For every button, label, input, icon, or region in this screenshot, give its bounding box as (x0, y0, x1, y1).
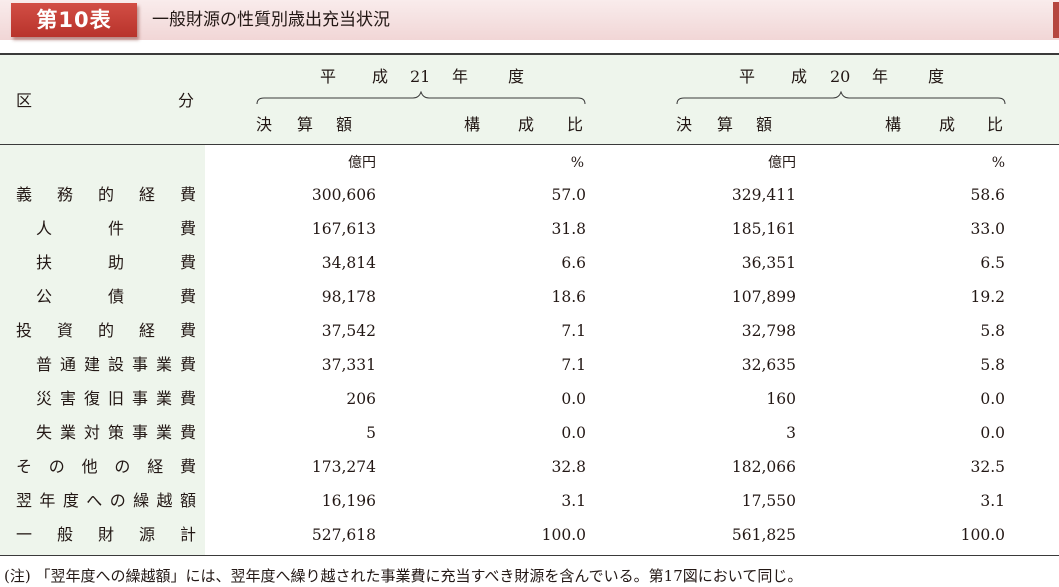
h21-amount-cell: 527,618 (311, 526, 376, 544)
table-number-tag: 第10表 (11, 3, 137, 37)
h21-amount-cell: 300,606 (311, 186, 376, 204)
h20-amount-label-3: 額 (756, 115, 773, 134)
h20-amount-cell: 32,635 (741, 356, 796, 374)
h20-amount-cell: 3 (786, 424, 796, 442)
table-top-rule (0, 53, 1059, 55)
h20-amount-cell: 36,351 (741, 254, 796, 272)
h20-ratio-cell: 0.0 (980, 390, 1005, 408)
h20-amount-cell: 17,550 (741, 492, 796, 510)
h21-label-2: 成 (372, 67, 389, 86)
row-label: 普通建設事業費 (36, 355, 196, 374)
h21-label-3: 21 (410, 67, 431, 86)
h20-label-2: 成 (791, 67, 808, 86)
h21-ratio-label-2: 成 (518, 115, 535, 134)
h21-ratio-cell: 0.0 (561, 390, 586, 408)
row-label: 人件費 (36, 219, 196, 238)
h20-amount-cell: 182,066 (731, 458, 796, 476)
h20-amount-cell: 107,899 (731, 288, 796, 306)
h20-ratio-label-1: 構 (885, 115, 902, 134)
stub-header-left: 区 (16, 91, 33, 110)
h20-ratio-cell: 5.8 (980, 356, 1005, 374)
h21-amount-cell: 167,613 (311, 220, 376, 238)
h20-amount-unit: 億円 (768, 155, 796, 171)
title-accent (1053, 2, 1059, 38)
table-stub-band (0, 145, 205, 556)
table-bottom-rule (0, 555, 1059, 556)
h21-ratio-cell: 7.1 (561, 322, 586, 340)
h20-label-1: 平 (739, 67, 756, 86)
h20-ratio-unit: % (991, 155, 1005, 171)
h20-ratio-cell: 0.0 (980, 424, 1005, 442)
h20-amount-label-1: 決 (676, 115, 693, 134)
h21-ratio-cell: 3.1 (561, 492, 586, 510)
h21-amount-cell: 5 (366, 424, 376, 442)
h20-label-3: 20 (830, 67, 851, 86)
h21-amount-cell: 206 (346, 390, 376, 408)
data-table: 区 分 平 成 21 年 度 決 算 額 構 成 比 平 成 20 年 度 決 … (0, 53, 1059, 556)
h21-amount-cell: 98,178 (321, 288, 376, 306)
h20-amount-cell: 561,825 (731, 526, 796, 544)
h21-brace (256, 91, 586, 105)
page-title: 一般財源の性質別歳出充当状況 (152, 10, 390, 30)
h20-ratio-cell: 19.2 (970, 288, 1005, 306)
stub-header-right: 分 (178, 91, 195, 110)
h20-amount-cell: 160 (766, 390, 796, 408)
row-label: 義務的経費 (16, 185, 196, 204)
h21-amount-label-1: 決 (256, 115, 273, 134)
h21-ratio-label-3: 比 (567, 115, 584, 134)
h20-ratio-cell: 100.0 (960, 526, 1005, 544)
h20-ratio-label-2: 成 (939, 115, 956, 134)
h21-label-4: 年 (452, 67, 469, 86)
h21-amount-cell: 173,274 (311, 458, 376, 476)
h20-amount-cell: 329,411 (731, 186, 796, 204)
h21-ratio-label-1: 構 (464, 115, 481, 134)
h21-ratio-cell: 18.6 (551, 288, 586, 306)
row-label: 扶助費 (36, 253, 196, 272)
row-label: 公債費 (36, 287, 196, 306)
h20-ratio-cell: 6.5 (980, 254, 1005, 272)
row-label: 災害復旧事業費 (36, 389, 196, 408)
row-label: 一般財源計 (16, 525, 196, 544)
h21-amount-cell: 37,542 (321, 322, 376, 340)
h20-ratio-cell: 32.5 (970, 458, 1005, 476)
h20-label-4: 年 (872, 67, 889, 86)
h20-ratio-cell: 58.6 (970, 186, 1005, 204)
table-header-band (0, 53, 1059, 145)
row-label: その他の経費 (16, 457, 196, 476)
h21-amount-label-2: 算 (297, 115, 314, 134)
h21-amount-label-3: 額 (336, 115, 353, 134)
h21-ratio-cell: 0.0 (561, 424, 586, 442)
h20-ratio-cell: 33.0 (970, 220, 1005, 238)
h21-ratio-cell: 31.8 (551, 220, 586, 238)
h21-label-1: 平 (320, 67, 337, 86)
h21-ratio-unit: % (570, 155, 584, 171)
table-header-rule (0, 144, 1059, 145)
h20-ratio-cell: 3.1 (980, 492, 1005, 510)
h20-amount-cell: 32,798 (741, 322, 796, 340)
row-label: 失業対策事業費 (36, 423, 196, 442)
h21-ratio-cell: 7.1 (561, 356, 586, 374)
title-bar: 第10表 一般財源の性質別歳出充当状況 (0, 0, 1059, 40)
h21-label-5: 度 (508, 67, 525, 86)
h21-amount-cell: 34,814 (321, 254, 376, 272)
h20-brace (676, 91, 1006, 105)
h21-ratio-cell: 6.6 (561, 254, 586, 272)
h21-amount-unit: 億円 (348, 155, 376, 171)
h21-amount-cell: 16,196 (321, 492, 376, 510)
table-footnote: (注) 「翌年度への繰越額」には、翌年度へ繰り越された事業費に充当すべき財源を含… (4, 567, 803, 585)
h20-amount-cell: 185,161 (731, 220, 796, 238)
h20-label-5: 度 (928, 67, 945, 86)
h21-ratio-cell: 100.0 (541, 526, 586, 544)
h21-ratio-cell: 57.0 (551, 186, 586, 204)
h21-amount-cell: 37,331 (321, 356, 376, 374)
h20-ratio-cell: 5.8 (980, 322, 1005, 340)
h21-ratio-cell: 32.8 (551, 458, 586, 476)
h20-amount-label-2: 算 (717, 115, 734, 134)
row-label: 翌年度への繰越額 (16, 491, 196, 510)
row-label: 投資的経費 (16, 321, 196, 340)
h20-ratio-label-3: 比 (987, 115, 1004, 134)
